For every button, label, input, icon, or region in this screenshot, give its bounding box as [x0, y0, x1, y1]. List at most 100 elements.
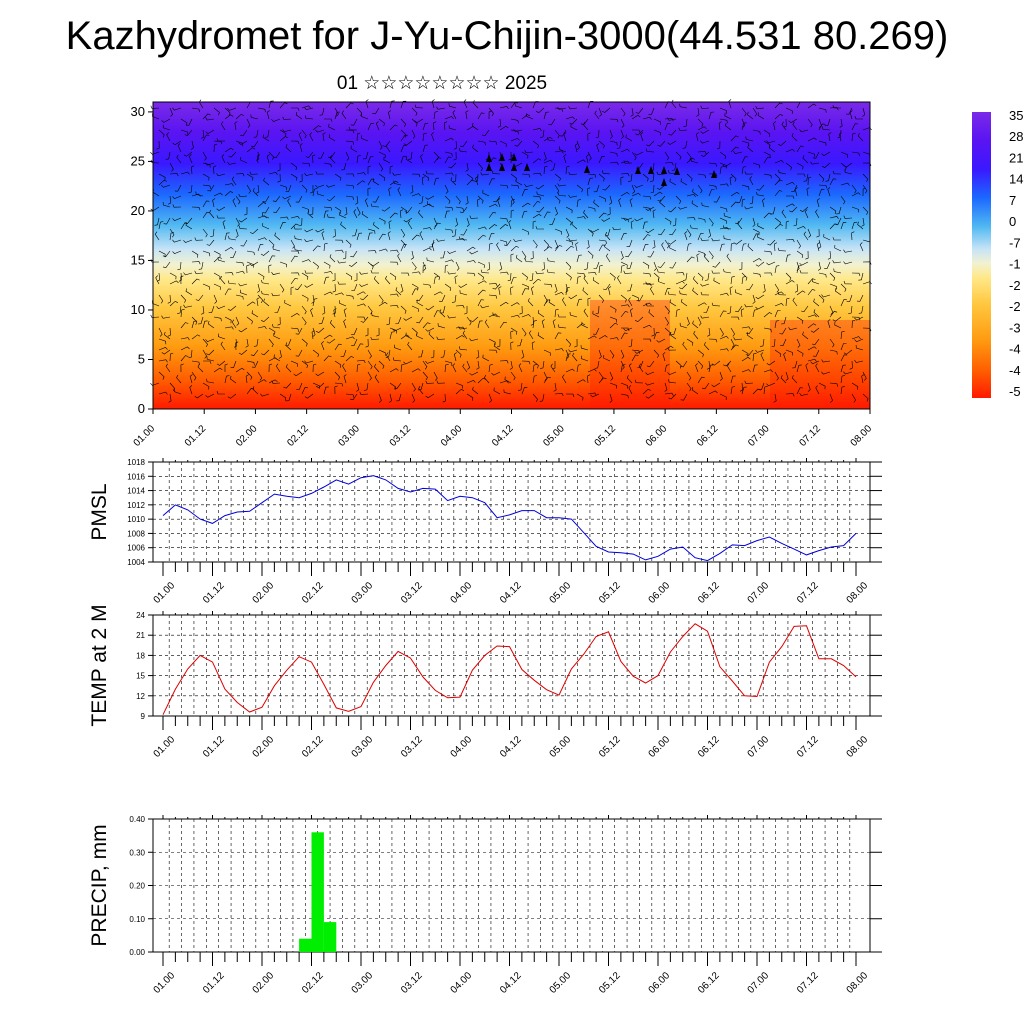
- wind-barb: [448, 162, 457, 169]
- wind-barb: [695, 132, 699, 142]
- wind-barb: [246, 250, 255, 256]
- wind-barb: [477, 226, 487, 230]
- wind-barb: [757, 222, 765, 230]
- wind-barb: [711, 360, 721, 366]
- wind-barb: [818, 140, 827, 146]
- wind-barb: [840, 364, 847, 373]
- wind-barb: [581, 355, 589, 362]
- wind-barb: [697, 272, 704, 281]
- wind-barb: [229, 375, 237, 384]
- wind-barb: [697, 349, 704, 358]
- warm-patch: [590, 300, 670, 409]
- wind-barb: [469, 338, 479, 342]
- wind-barb: [345, 336, 355, 340]
- x-tick-label: 05.12: [593, 423, 619, 449]
- wind-barb: [543, 283, 553, 288]
- wind-barb: [407, 220, 413, 230]
- wind-barb: [642, 116, 652, 120]
- wind-barb: [290, 360, 298, 367]
- wind-barb: [625, 134, 633, 142]
- wind-barb: [278, 349, 282, 359]
- wind-barb: [576, 393, 584, 401]
- colorbar-label: -4: [1009, 363, 1021, 378]
- wind-barb: [626, 261, 633, 270]
- wind-barb: [861, 374, 865, 384]
- wind-barb: [279, 136, 289, 142]
- colorbar-label: 28: [1009, 129, 1023, 144]
- wind-barb: [361, 135, 369, 142]
- wind-barb: [169, 162, 174, 172]
- wind-barb: [780, 375, 787, 384]
- wind-barb: [510, 154, 515, 164]
- wind-barb: [356, 359, 366, 364]
- wind-barb: [389, 368, 399, 373]
- wind-barb: [263, 177, 270, 186]
- temperature-chart-x-tick-labels: 01.00 01.12 02.00 02.12 03.00 03.12 04.00 04.12…: [152, 734, 871, 760]
- wind-barb: [356, 155, 361, 164]
- wind-barb: [238, 283, 248, 287]
- wind-barb: [400, 305, 407, 314]
- wind-barb: [587, 335, 597, 340]
- wind-barb: [370, 261, 380, 267]
- wind-barb: [210, 228, 215, 237]
- wind-barb: [477, 299, 485, 307]
- wind-barb: [450, 177, 457, 186]
- wind-barb: [700, 283, 710, 287]
- wind-barb: [576, 140, 580, 150]
- wind-barb: [829, 382, 838, 387]
- wind-barb: [514, 102, 523, 109]
- wind-barb: [510, 209, 515, 219]
- wind-barb: [638, 363, 644, 373]
- wind-barb: [400, 283, 404, 293]
- wind-barb: [202, 250, 211, 257]
- wind-barb: [488, 233, 495, 241]
- wind-barb: [235, 217, 240, 227]
- wind-barb: [334, 385, 338, 395]
- wind-barb: [829, 178, 837, 186]
- wind-barb: [664, 288, 671, 296]
- wind-barb: [632, 129, 641, 133]
- wind-barb: [183, 272, 193, 276]
- wind-barb: [388, 187, 392, 197]
- wind-barb: [741, 198, 746, 208]
- wind-barb: [821, 359, 831, 363]
- wind-barb: [740, 308, 745, 318]
- wind-barb: [351, 327, 358, 335]
- wind-barb: [719, 206, 728, 213]
- wind-barb: [290, 272, 300, 276]
- wind-barb: [480, 305, 490, 309]
- wind-barb: [342, 363, 347, 373]
- wind-barbs: [150, 99, 872, 403]
- wind-barb: [840, 162, 847, 171]
- wind-barb: [746, 332, 754, 340]
- wind-barb: [741, 369, 751, 373]
- wind-barb: [700, 291, 710, 296]
- wind-barb: [257, 371, 263, 381]
- wind-barb: [403, 316, 413, 321]
- wind-barb: [862, 393, 869, 402]
- wind-barb: [785, 107, 793, 114]
- wind-barb: [741, 276, 747, 285]
- wind-barb: [180, 337, 190, 341]
- wind-pennant: [648, 166, 654, 174]
- wind-barb: [207, 184, 215, 192]
- wind-barb: [692, 287, 699, 296]
- wind-barb: [165, 151, 171, 160]
- wind-barb: [180, 308, 185, 318]
- wind-barb: [293, 226, 303, 230]
- heatmap-x-axis: [152, 409, 871, 414]
- wind-barb: [285, 184, 292, 192]
- wind-barb: [455, 195, 461, 205]
- wind-barb: [576, 323, 586, 329]
- wind-barb: [774, 179, 783, 186]
- wind-barb: [301, 338, 308, 347]
- wind-barb: [403, 140, 413, 146]
- wind-barb: [312, 298, 318, 307]
- wind-barb: [246, 118, 251, 128]
- wind-barb: [324, 118, 333, 122]
- wind-barb: [385, 143, 391, 153]
- wind-barb: [474, 173, 479, 183]
- wind-barb: [861, 217, 865, 227]
- wind-barb: [799, 392, 809, 396]
